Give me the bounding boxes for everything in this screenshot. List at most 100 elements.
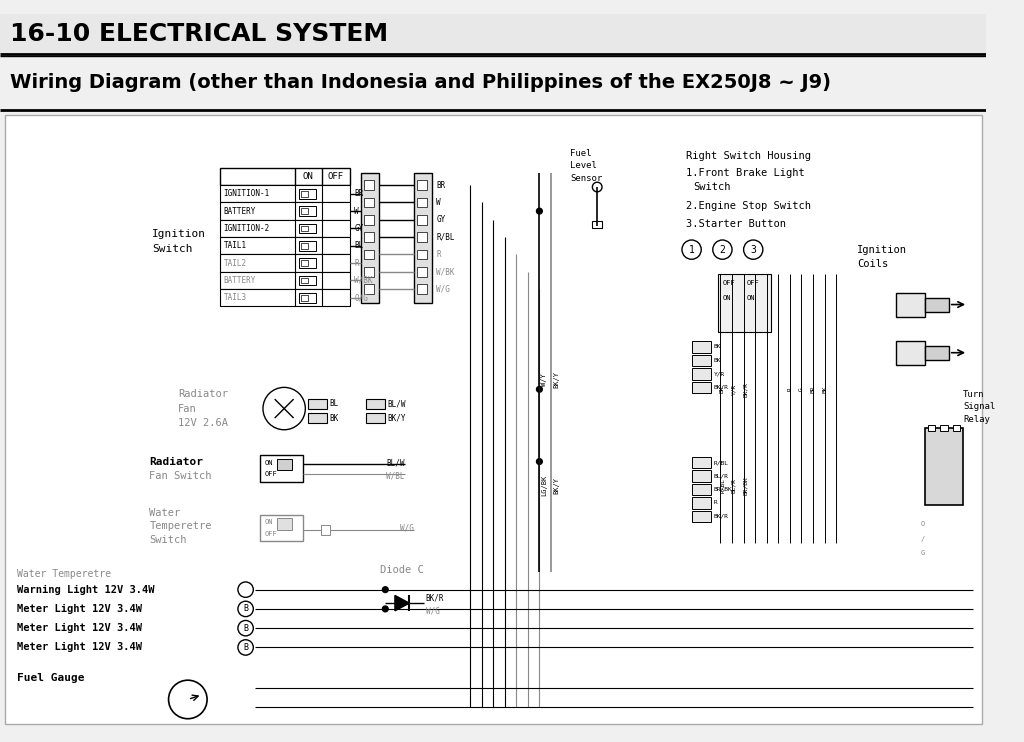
Text: Fan: Fan xyxy=(178,404,197,413)
Text: Relay: Relay xyxy=(964,415,990,424)
Text: BK: BK xyxy=(822,386,827,393)
Text: 1: 1 xyxy=(689,245,694,255)
Bar xyxy=(321,525,331,535)
Bar xyxy=(896,293,925,317)
Text: B: B xyxy=(243,624,248,633)
Bar xyxy=(366,399,385,409)
Text: ON: ON xyxy=(746,295,755,301)
Bar xyxy=(300,278,308,283)
Circle shape xyxy=(382,587,388,593)
Bar xyxy=(308,399,328,409)
Bar xyxy=(925,298,949,312)
Bar xyxy=(219,237,349,255)
Text: BK/Y: BK/Y xyxy=(553,477,559,494)
Text: Fuel Gauge: Fuel Gauge xyxy=(17,673,85,683)
Text: LG/BK: LG/BK xyxy=(542,475,548,496)
Text: R: R xyxy=(787,387,793,391)
Text: GY: GY xyxy=(436,215,445,224)
Bar xyxy=(925,346,949,361)
Text: BR/BK: BR/BK xyxy=(743,476,749,495)
Text: Level: Level xyxy=(570,161,597,171)
Bar xyxy=(219,255,349,272)
Text: BL/W: BL/W xyxy=(386,458,404,467)
Text: BK/R: BK/R xyxy=(426,594,444,603)
Text: W: W xyxy=(354,206,359,216)
Bar xyxy=(300,295,308,301)
Bar xyxy=(365,284,374,294)
Text: Ignition: Ignition xyxy=(153,229,206,239)
Text: OFF: OFF xyxy=(265,471,278,477)
Bar xyxy=(896,341,925,365)
Text: BK: BK xyxy=(720,386,725,393)
Bar xyxy=(691,381,711,393)
Text: TAIL1: TAIL1 xyxy=(223,241,247,250)
Text: G: G xyxy=(799,387,804,391)
Bar xyxy=(366,413,385,423)
Bar xyxy=(0,13,986,54)
Bar xyxy=(300,191,308,197)
Bar xyxy=(299,258,316,268)
Text: BR: BR xyxy=(810,386,815,393)
Text: BL: BL xyxy=(330,399,339,408)
Text: BK/R: BK/R xyxy=(743,382,749,397)
Bar xyxy=(299,223,316,233)
Text: TAIL2: TAIL2 xyxy=(223,259,247,268)
Text: R/BL: R/BL xyxy=(720,478,725,493)
Text: R: R xyxy=(714,500,718,505)
Text: Radiator: Radiator xyxy=(150,456,204,467)
Bar xyxy=(365,197,374,207)
Text: BK: BK xyxy=(714,358,721,363)
Text: R: R xyxy=(436,250,441,259)
Bar xyxy=(417,249,427,259)
Bar xyxy=(278,519,292,530)
Text: Fan Switch: Fan Switch xyxy=(150,471,212,481)
Bar xyxy=(299,293,316,303)
Bar xyxy=(718,274,771,332)
Text: 2: 2 xyxy=(720,245,725,255)
Bar xyxy=(417,284,427,294)
Text: 3: 3 xyxy=(751,245,756,255)
Text: 3.Starter Button: 3.Starter Button xyxy=(686,219,785,229)
Text: BL: BL xyxy=(354,241,364,250)
Bar xyxy=(365,249,374,259)
Bar xyxy=(219,168,349,185)
Text: Sensor: Sensor xyxy=(570,174,602,183)
Bar xyxy=(278,459,292,470)
Bar xyxy=(299,206,316,216)
Text: Wiring Diagram (other than Indonesia and Philippines of the EX250J8 ~ J9): Wiring Diagram (other than Indonesia and… xyxy=(9,73,830,93)
Text: Water: Water xyxy=(150,508,180,518)
Text: Signal: Signal xyxy=(964,402,995,411)
Bar xyxy=(691,355,711,367)
Text: W/BK: W/BK xyxy=(436,267,455,276)
Circle shape xyxy=(382,606,388,612)
Bar xyxy=(219,185,349,203)
Text: Meter Light 12V 3.4W: Meter Light 12V 3.4W xyxy=(17,623,142,633)
Text: IGNITION-2: IGNITION-2 xyxy=(223,224,269,233)
Text: G: G xyxy=(921,550,925,556)
Bar xyxy=(300,243,308,249)
Text: BK/R: BK/R xyxy=(714,514,729,519)
Text: ON: ON xyxy=(265,519,273,525)
Bar xyxy=(219,203,349,220)
Text: W/G: W/G xyxy=(426,606,439,615)
Text: 1.Front Brake Light: 1.Front Brake Light xyxy=(686,168,805,177)
Text: R/BL: R/BL xyxy=(436,232,455,242)
Text: W/BL: W/BL xyxy=(386,471,404,481)
Text: BR: BR xyxy=(354,189,364,198)
Bar xyxy=(417,215,427,225)
Text: O/G: O/G xyxy=(354,293,369,302)
Bar xyxy=(691,368,711,380)
Bar xyxy=(219,220,349,237)
Text: BK: BK xyxy=(330,414,339,423)
Text: 16-10 ELECTRICAL SYSTEM: 16-10 ELECTRICAL SYSTEM xyxy=(9,22,388,46)
Bar xyxy=(940,425,948,430)
Bar xyxy=(417,180,427,190)
Text: Y/R: Y/R xyxy=(714,372,725,376)
Bar xyxy=(0,13,986,110)
Text: Fuel: Fuel xyxy=(570,149,592,158)
Text: 2.Engine Stop Switch: 2.Engine Stop Switch xyxy=(686,201,811,211)
Bar xyxy=(925,428,964,505)
Bar xyxy=(219,289,349,306)
Bar xyxy=(365,180,374,190)
Text: W: W xyxy=(436,198,441,207)
